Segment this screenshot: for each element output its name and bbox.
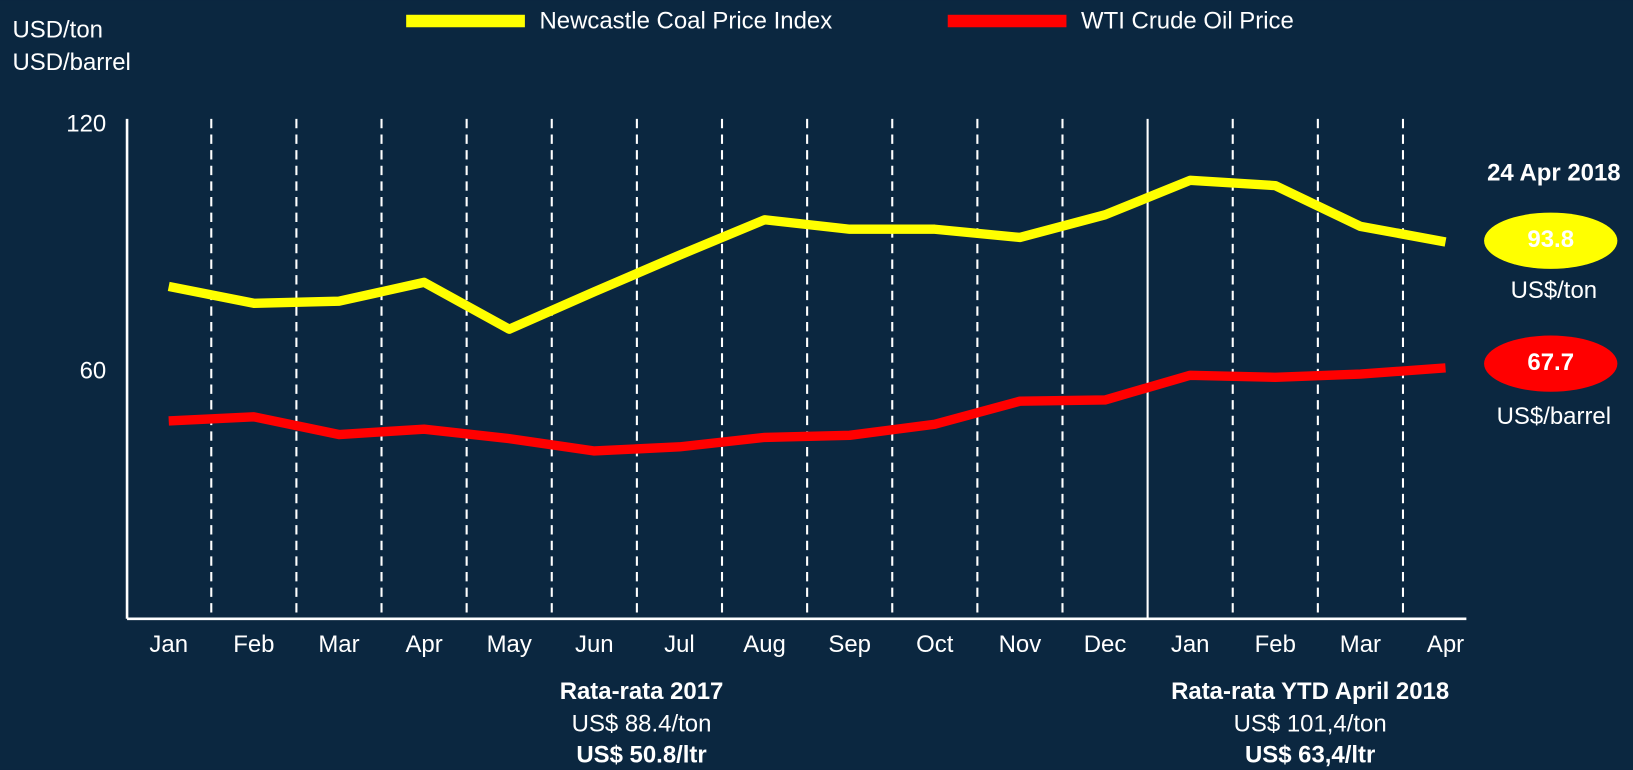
latest-badge (1484, 335, 1618, 392)
x-tick-label: Jan (1171, 631, 1210, 658)
average-oil: US$ 50.8/ltr (576, 742, 706, 769)
average-title: Rata-rata 2017 (560, 678, 724, 705)
x-tick-label: Dec (1084, 631, 1127, 658)
x-tick-label: Apr (405, 631, 442, 658)
y-tick-label: 60 (80, 357, 107, 384)
x-tick-label: Feb (1255, 631, 1296, 658)
y-tick-label: 120 (66, 110, 106, 137)
y-axis-label: USD/barrel (12, 49, 130, 76)
x-tick-label: Apr (1427, 631, 1464, 658)
legend-label: WTI Crude Oil Price (1081, 7, 1294, 34)
series-line (168, 363, 1446, 456)
x-tick-label: Nov (999, 631, 1042, 658)
x-tick-label: Jan (149, 631, 188, 658)
latest-date: 24 Apr 2018 (1487, 159, 1621, 186)
latest-value: 93.8 (1527, 226, 1574, 253)
average-coal: US$ 101,4/ton (1234, 710, 1387, 737)
legend-swatch (406, 14, 525, 28)
x-tick-label: Jul (664, 631, 695, 658)
legend-swatch (947, 14, 1067, 28)
average-coal: US$ 88.4/ton (572, 710, 712, 737)
latest-unit: US$/ton (1511, 277, 1598, 304)
legend-label: Newcastle Coal Price Index (539, 7, 832, 34)
x-tick-label: Oct (916, 631, 954, 658)
latest-badge (1484, 212, 1618, 269)
average-oil: US$ 63,4/ltr (1245, 742, 1375, 769)
latest-value: 67.7 (1527, 349, 1574, 376)
x-tick-label: Aug (743, 631, 786, 658)
x-tick-label: Feb (233, 631, 274, 658)
average-title: Rata-rata YTD April 2018 (1171, 678, 1449, 705)
latest-unit: US$/barrel (1497, 403, 1611, 430)
x-tick-label: Sep (828, 631, 871, 658)
series-line (167, 175, 1447, 334)
y-axis-label: USD/ton (12, 17, 102, 44)
x-tick-label: May (487, 631, 532, 658)
x-tick-label: Jun (575, 631, 614, 658)
x-tick-label: Mar (1340, 631, 1381, 658)
x-tick-label: Mar (318, 631, 359, 658)
